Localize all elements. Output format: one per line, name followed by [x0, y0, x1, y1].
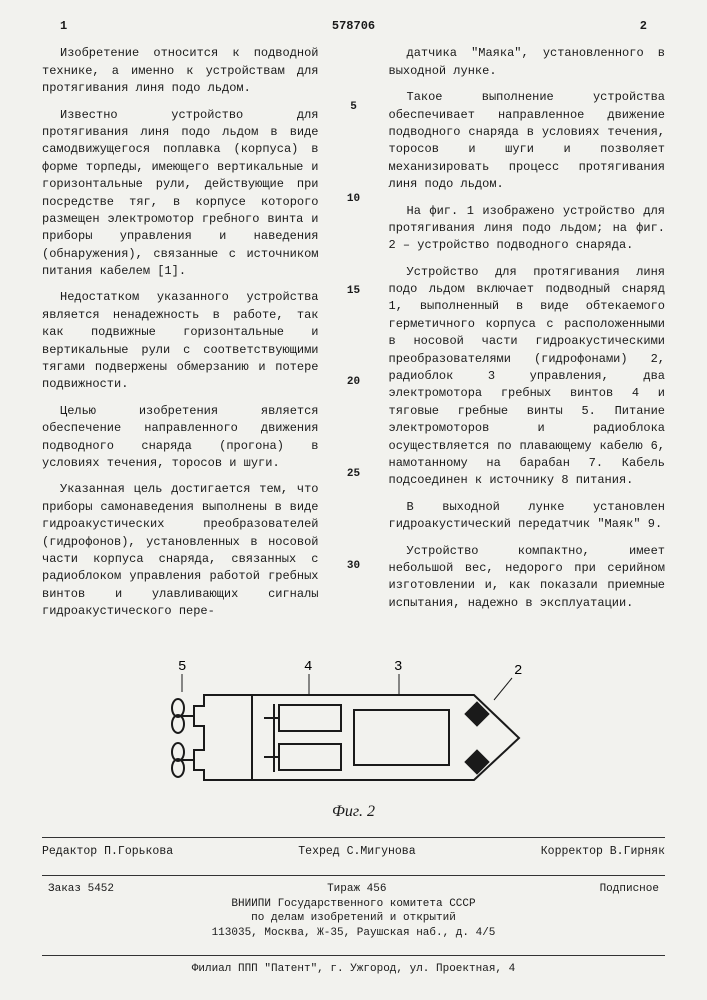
paragraph: Недостатком указанного устройства являет…: [42, 289, 319, 393]
divider: [42, 837, 665, 838]
line-number-gutter: 5 10 15 20 25 30: [345, 45, 363, 629]
paragraph: датчика "Маяка", установленного в выходн…: [389, 45, 666, 80]
figure-label-5: 5: [178, 659, 186, 675]
col-number-right: 2: [640, 18, 647, 35]
col-number-left: 1: [60, 18, 67, 35]
order-number: Заказ 5452: [48, 882, 114, 897]
paragraph: Изобретение относится к подводной техник…: [42, 45, 319, 97]
document-number: 578706: [67, 18, 640, 35]
paragraph: Устройство для протягивания линя подо ль…: [389, 264, 666, 490]
figure-caption: Фиг. 2: [42, 800, 665, 823]
line-number: 10: [345, 192, 363, 208]
paragraph: Такое выполнение устройства обеспечивает…: [389, 89, 666, 193]
right-column: датчика "Маяка", установленного в выходн…: [389, 45, 666, 629]
imprint-line: ВНИИПИ Государственного комитета СССР: [42, 897, 665, 912]
left-column: Изобретение относится к подводной техник…: [42, 45, 319, 629]
figure-2: 5 4 3 2 Фиг. 2: [42, 650, 665, 824]
credits-row: Редактор П.Горькова Техред С.Мигунова Ко…: [42, 844, 665, 861]
tech-credit: Техред С.Мигунова: [298, 844, 415, 861]
paragraph: В выходной лунке установлен гидроакустич…: [389, 499, 666, 534]
imprint-line: 113035, Москва, Ж-35, Раушская наб., д. …: [42, 926, 665, 941]
figure-label-4: 4: [304, 659, 312, 675]
imprint-line: по делам изобретений и открытий: [42, 911, 665, 926]
paragraph: На фиг. 1 изображено устройство для прот…: [389, 203, 666, 255]
paragraph: Целью изобретения является обеспечение н…: [42, 403, 319, 473]
page-header: 1 578706 2: [42, 18, 665, 35]
paragraph: Указанная цель достигается тем, что приб…: [42, 481, 319, 620]
line-number: 25: [345, 467, 363, 483]
torpedo-diagram-icon: 5 4 3 2: [164, 650, 544, 790]
figure-label-3: 3: [394, 659, 402, 675]
line-number: 5: [345, 100, 363, 116]
paragraph: Известно устройство для протягивания лин…: [42, 107, 319, 281]
corrector-credit: Корректор В.Гирняк: [541, 844, 665, 861]
paragraph: Устройство компактно, имеет небольшой ве…: [389, 543, 666, 613]
divider: [42, 875, 665, 876]
imprint-line: Филиал ППП "Патент", г. Ужгород, ул. Про…: [42, 962, 665, 977]
figure-label-2: 2: [514, 663, 522, 679]
line-number: 20: [345, 375, 363, 391]
imprint-block: Заказ 5452 Тираж 456 Подписное ВНИИПИ Го…: [42, 882, 665, 977]
subscription-note: Подписное: [600, 882, 659, 897]
line-number: 30: [345, 559, 363, 575]
line-number: 15: [345, 284, 363, 300]
text-columns: Изобретение относится к подводной техник…: [42, 45, 665, 629]
print-run: Тираж 456: [327, 882, 386, 897]
editor-credit: Редактор П.Горькова: [42, 844, 173, 861]
